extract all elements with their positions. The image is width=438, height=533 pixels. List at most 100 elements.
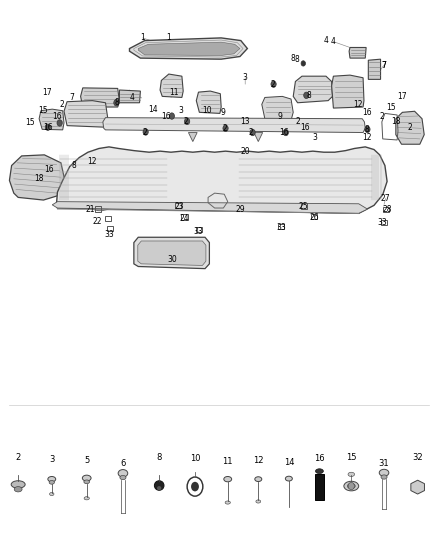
Text: 12: 12 — [362, 133, 371, 142]
Polygon shape — [396, 111, 424, 144]
Text: 16: 16 — [300, 123, 310, 132]
Text: 7: 7 — [381, 61, 386, 70]
Polygon shape — [332, 75, 364, 108]
FancyBboxPatch shape — [315, 474, 324, 500]
Circle shape — [184, 118, 190, 125]
Text: 16: 16 — [44, 165, 53, 174]
Ellipse shape — [348, 472, 355, 477]
Ellipse shape — [84, 497, 89, 500]
Text: 25: 25 — [298, 202, 308, 211]
Text: 31: 31 — [379, 459, 389, 468]
Circle shape — [271, 81, 276, 87]
Ellipse shape — [48, 477, 56, 482]
Ellipse shape — [347, 483, 355, 489]
Text: 11: 11 — [223, 457, 233, 466]
Text: 10: 10 — [190, 454, 200, 463]
Ellipse shape — [381, 475, 387, 479]
Polygon shape — [254, 133, 263, 142]
Text: 28: 28 — [382, 205, 392, 214]
Text: 15: 15 — [38, 106, 48, 115]
Text: 17: 17 — [398, 92, 407, 101]
Text: 12: 12 — [88, 157, 97, 166]
Polygon shape — [130, 38, 247, 59]
Circle shape — [348, 482, 354, 490]
Circle shape — [169, 113, 174, 119]
Text: 2: 2 — [223, 124, 227, 133]
Polygon shape — [411, 480, 424, 494]
Text: 15: 15 — [386, 102, 396, 111]
Text: 3: 3 — [243, 73, 247, 82]
Polygon shape — [262, 96, 293, 120]
Text: 16: 16 — [43, 123, 53, 132]
Text: 33: 33 — [276, 223, 286, 232]
Ellipse shape — [11, 481, 25, 488]
Ellipse shape — [118, 470, 128, 477]
Text: 2: 2 — [270, 80, 275, 89]
Ellipse shape — [49, 480, 54, 484]
Text: 8: 8 — [114, 98, 119, 107]
Polygon shape — [81, 88, 120, 107]
Polygon shape — [39, 109, 64, 130]
Polygon shape — [188, 133, 197, 142]
Circle shape — [141, 246, 145, 250]
Text: 14: 14 — [148, 105, 157, 114]
Text: 7: 7 — [69, 93, 74, 102]
Text: 11: 11 — [169, 88, 178, 97]
Text: 14: 14 — [284, 458, 294, 466]
Ellipse shape — [255, 477, 262, 481]
Polygon shape — [196, 91, 221, 114]
Text: 8: 8 — [72, 161, 76, 170]
Circle shape — [57, 120, 62, 126]
Text: 16: 16 — [363, 108, 372, 117]
Ellipse shape — [157, 486, 161, 490]
Polygon shape — [10, 155, 65, 200]
Text: 2: 2 — [184, 117, 189, 126]
Text: 6: 6 — [120, 459, 126, 467]
Circle shape — [365, 126, 370, 133]
Polygon shape — [120, 90, 141, 103]
Text: 9: 9 — [221, 108, 226, 117]
Text: 8: 8 — [291, 54, 296, 62]
Ellipse shape — [315, 469, 323, 473]
Ellipse shape — [344, 481, 359, 491]
Text: 12: 12 — [253, 456, 264, 465]
Text: 2: 2 — [408, 123, 413, 132]
Polygon shape — [293, 76, 332, 103]
Text: 4: 4 — [130, 93, 135, 102]
Text: 21: 21 — [85, 205, 95, 214]
Text: 16: 16 — [280, 128, 290, 137]
Ellipse shape — [120, 475, 126, 480]
Text: 8: 8 — [156, 454, 162, 463]
Text: 15: 15 — [25, 118, 35, 127]
Text: 8: 8 — [364, 125, 369, 134]
Text: 24: 24 — [179, 214, 189, 223]
Text: 2: 2 — [249, 128, 254, 137]
Circle shape — [304, 92, 309, 99]
Text: 3: 3 — [179, 106, 184, 115]
Polygon shape — [57, 147, 387, 213]
Ellipse shape — [256, 500, 261, 503]
Text: 2: 2 — [15, 454, 21, 463]
Text: 15: 15 — [346, 454, 357, 463]
Polygon shape — [52, 201, 367, 213]
Text: 16: 16 — [52, 111, 61, 120]
Text: 33: 33 — [104, 230, 114, 239]
Text: 4: 4 — [324, 36, 328, 45]
Text: 3: 3 — [313, 133, 318, 142]
Text: 2: 2 — [295, 117, 300, 126]
Text: 13: 13 — [240, 117, 250, 126]
Text: 12: 12 — [353, 100, 363, 109]
Polygon shape — [103, 118, 365, 133]
Circle shape — [114, 100, 119, 106]
Ellipse shape — [14, 487, 22, 492]
Polygon shape — [368, 59, 381, 79]
Polygon shape — [64, 101, 108, 127]
Polygon shape — [349, 47, 366, 58]
Text: 2: 2 — [142, 127, 147, 136]
Circle shape — [45, 124, 50, 131]
Circle shape — [223, 125, 228, 132]
Circle shape — [283, 130, 288, 136]
Text: 30: 30 — [167, 255, 177, 264]
Text: 22: 22 — [93, 217, 102, 226]
Ellipse shape — [286, 476, 292, 481]
